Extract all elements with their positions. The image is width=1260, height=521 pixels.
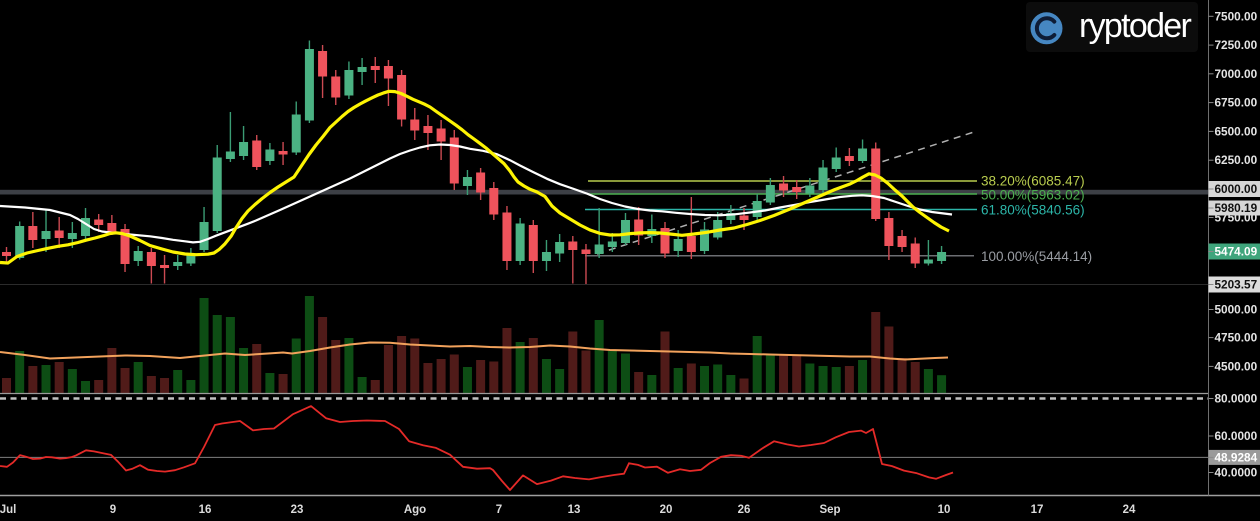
- svg-text:6250.00: 6250.00: [1215, 153, 1258, 167]
- svg-text:24: 24: [1123, 504, 1136, 516]
- svg-text:7250.00: 7250.00: [1215, 38, 1258, 52]
- svg-text:ryptoder: ryptoder: [1079, 7, 1192, 45]
- svg-text:5000.00: 5000.00: [1215, 303, 1258, 317]
- svg-text:60.0000: 60.0000: [1215, 429, 1258, 443]
- svg-text:5203.57: 5203.57: [1215, 278, 1258, 292]
- svg-text:38.20%(6085.47): 38.20%(6085.47): [981, 174, 1085, 189]
- svg-text:17: 17: [1031, 504, 1044, 516]
- svg-text:9: 9: [110, 504, 116, 516]
- svg-text:6500.00: 6500.00: [1215, 124, 1258, 138]
- svg-text:23: 23: [291, 504, 304, 516]
- svg-text:100.00%(5444.14): 100.00%(5444.14): [981, 249, 1092, 264]
- svg-text:Jul: Jul: [0, 504, 16, 516]
- svg-text:6750.00: 6750.00: [1215, 96, 1258, 110]
- svg-text:4750.00: 4750.00: [1215, 331, 1258, 345]
- svg-text:80.0000: 80.0000: [1215, 392, 1258, 406]
- svg-text:20: 20: [660, 504, 673, 516]
- svg-text:Sep: Sep: [819, 504, 840, 516]
- svg-text:7500.00: 7500.00: [1215, 9, 1258, 23]
- svg-text:5980.19: 5980.19: [1215, 201, 1258, 215]
- svg-text:5474.09: 5474.09: [1215, 245, 1258, 259]
- svg-text:Ago: Ago: [404, 504, 426, 516]
- svg-text:7: 7: [496, 504, 502, 516]
- svg-text:10: 10: [938, 504, 951, 516]
- svg-text:48.9284: 48.9284: [1215, 450, 1258, 464]
- svg-text:7000.00: 7000.00: [1215, 67, 1258, 81]
- svg-text:16: 16: [199, 504, 212, 516]
- svg-text:6000.00: 6000.00: [1215, 182, 1258, 196]
- svg-text:50.00%(5963.02): 50.00%(5963.02): [981, 188, 1085, 203]
- svg-text:26: 26: [738, 504, 751, 516]
- svg-text:40.0000: 40.0000: [1215, 466, 1258, 480]
- svg-text:4500.00: 4500.00: [1215, 359, 1258, 373]
- svg-text:13: 13: [568, 504, 581, 516]
- svg-text:61.80%(5840.56): 61.80%(5840.56): [981, 203, 1085, 218]
